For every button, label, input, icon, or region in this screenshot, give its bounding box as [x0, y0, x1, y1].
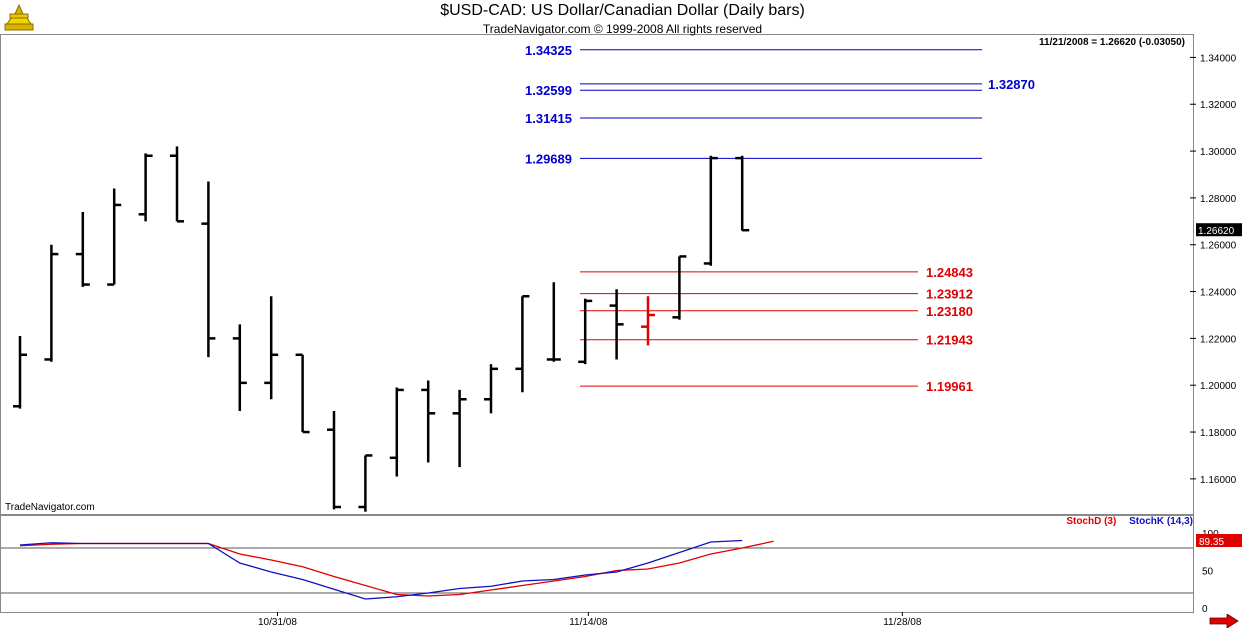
price-bars	[13, 146, 750, 512]
ohlc-bar	[201, 181, 216, 358]
y-tick-label: 1.28000	[1200, 194, 1237, 205]
ohlc-bar	[672, 255, 687, 320]
y-tick-label: 1.26000	[1200, 241, 1237, 252]
resistance-label: 1.31415	[525, 111, 572, 126]
resistance-label: 1.29689	[525, 151, 572, 166]
ohlc-bar	[641, 296, 655, 346]
ohlc-bar	[170, 146, 184, 223]
y-tick-label: 1.20000	[1200, 381, 1237, 392]
last-value-label: 1.26620	[1198, 226, 1235, 237]
ohlc-bar	[138, 153, 153, 222]
ohlc-bar	[44, 244, 59, 362]
last-quote: 11/21/2008 = 1.26620 (-0.03050)	[1039, 37, 1185, 48]
last-value-box	[1196, 223, 1242, 237]
ohlc-bar	[546, 282, 561, 362]
ohlc-bar	[389, 387, 404, 477]
y-tick-label: 1.32000	[1200, 100, 1237, 111]
legend-stochk: StochK (14,3)	[1129, 516, 1193, 527]
resistance-label: 1.34325	[525, 43, 572, 58]
date-axis: 10/31/08 11/14/08 11/28/08	[258, 612, 922, 628]
price-levels: 1.34325 1.32599 1.32870 1.31415 1.29689 1.248…	[525, 43, 1035, 394]
chart-subtitle: TradeNavigator.com © 1999-2008 All right…	[482, 22, 763, 36]
stochk-line	[19, 539, 743, 600]
y-tick-label: 1.22000	[1200, 334, 1237, 345]
y-tick-label: 1.18000	[1200, 428, 1237, 439]
stochastic-panel: 05010089.35	[1, 529, 1242, 615]
ohlc-bar	[421, 380, 436, 463]
ohlc-bar	[232, 324, 247, 411]
ohlc-bar	[264, 296, 279, 400]
resistance-label: 1.32870	[988, 77, 1035, 92]
chart-title: $USD-CAD: US Dollar/Canadian Dollar (Dai…	[440, 2, 805, 19]
ohlc-bar	[13, 336, 27, 409]
y-tick-label: 1.24000	[1200, 288, 1237, 299]
stochastic-last-value-label: 89.35	[1199, 537, 1224, 548]
legend-stochd: StochD (3)	[1066, 516, 1117, 527]
brand-label: TradeNavigator.com	[5, 502, 95, 513]
price-panel-border	[0, 34, 1194, 515]
support-label: 1.24843	[926, 265, 973, 280]
support-label: 1.19961	[926, 379, 973, 394]
y-tick-label: 1.16000	[1200, 475, 1237, 486]
red-right-arrow-icon[interactable]	[1209, 614, 1239, 628]
ohlc-bar	[358, 454, 373, 512]
ohlc-bar	[484, 364, 498, 414]
x-tick-label: 11/28/08	[883, 617, 922, 628]
stochastic-legend: StochD (3) StochK (14,3)	[1066, 516, 1193, 527]
stochastic-last-value-box	[1196, 533, 1242, 547]
support-label: 1.21943	[926, 333, 973, 348]
stochastic-tick-label: 50	[1202, 567, 1214, 578]
resistance-label: 1.32599	[525, 83, 572, 98]
ohlc-bar	[703, 155, 718, 266]
support-label: 1.23180	[926, 304, 973, 319]
ohlc-bar	[609, 289, 624, 360]
chart-frame	[0, 34, 1194, 613]
x-tick-label: 10/31/08	[258, 617, 297, 628]
y-tick-label: 1.30000	[1200, 147, 1237, 158]
ohlc-bar	[295, 353, 310, 434]
ohlc-bar	[327, 410, 341, 510]
stochastic-panel-border	[0, 515, 1194, 613]
x-tick-label: 11/14/08	[569, 617, 608, 628]
ohlc-bar	[75, 211, 90, 287]
support-label: 1.23912	[926, 287, 973, 302]
trophy-logo-icon	[4, 3, 34, 31]
ohlc-bar	[578, 298, 593, 365]
stochd-line	[19, 540, 774, 597]
ohlc-bar	[515, 294, 530, 393]
ohlc-bar	[735, 155, 750, 232]
ohlc-bar	[452, 389, 467, 468]
ohlc-bar	[107, 188, 122, 286]
price-axis: 1.16000 1.18000 1.20000 1.22000 1.24000 1.260…	[1190, 53, 1242, 486]
y-tick-label: 1.34000	[1200, 53, 1237, 64]
stochastic-tick-label: 0	[1202, 604, 1208, 615]
